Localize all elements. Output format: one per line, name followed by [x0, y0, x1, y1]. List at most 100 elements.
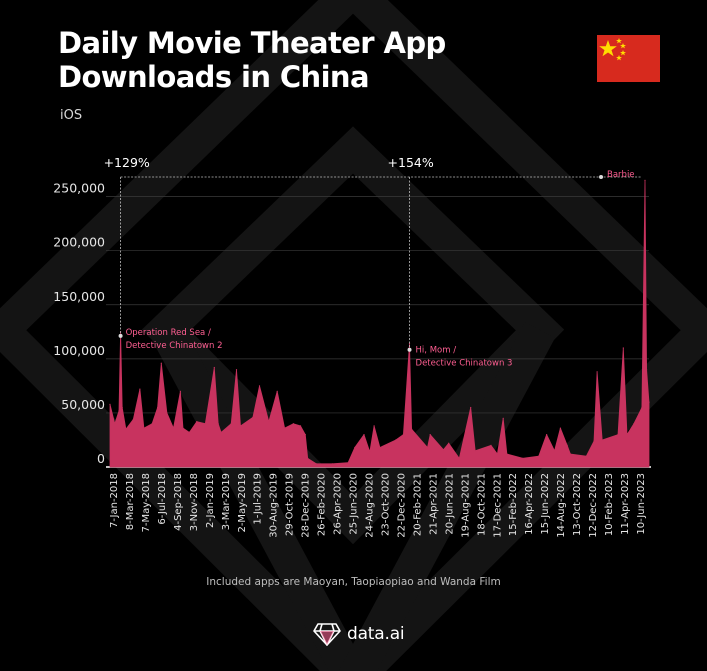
data-point [121, 406, 123, 409]
data-point [118, 410, 120, 412]
data-point [593, 440, 595, 442]
data-point [490, 444, 492, 446]
x-tick-label: 18-Oct-2021 [476, 473, 487, 536]
x-tick-label: 10-Jun-2023 [636, 473, 647, 535]
x-tick-label: 23-Oct-2020 [380, 473, 391, 536]
data-point [411, 428, 413, 430]
data-point [268, 421, 270, 423]
x-tick-label: 8-Mar-2018 [125, 473, 136, 530]
data-point [496, 453, 498, 455]
data-point [442, 449, 444, 451]
x-tick-label: 7-Jan-2018 [109, 473, 120, 528]
annotation-marker [118, 333, 123, 338]
chart-title-line-1: Daily Movie Theater App [58, 26, 446, 60]
x-tick-label: 7-May-2018 [141, 473, 152, 533]
data-point [546, 434, 548, 436]
data-point [641, 406, 643, 409]
x-tick-label: 20-Feb-2021 [412, 473, 423, 536]
data-point [474, 450, 476, 452]
data-point [601, 439, 603, 441]
y-tick-label: 50,000 [61, 397, 105, 412]
data-point [304, 434, 306, 436]
x-tick-label: 29-Oct-2019 [285, 473, 296, 536]
data-point [252, 416, 254, 418]
x-tick-label: 16-Apr-2022 [524, 473, 535, 535]
x-tick-label: 4-Sep-2018 [173, 473, 184, 531]
data-point [217, 423, 219, 425]
data-point [196, 421, 198, 423]
x-tick-label: 24-Aug-2020 [365, 473, 376, 538]
data-point [284, 427, 286, 429]
chart-title: Daily Movie Theater App Downloads in Chi… [58, 26, 538, 94]
data-point [458, 457, 460, 459]
data-point [220, 431, 222, 433]
data-point [235, 369, 238, 371]
data-point [125, 428, 127, 430]
data-point [644, 179, 646, 181]
percent-change-label: +129% [104, 155, 150, 170]
x-tick-label: 1-Jul-2019 [253, 473, 264, 525]
data-point [522, 457, 524, 459]
data-point [617, 434, 619, 436]
x-tick-label: 2-May-2019 [237, 473, 248, 533]
x-tick-label: 6-Jul-2018 [157, 473, 168, 525]
x-tick-label: 26-Feb-2020 [317, 473, 328, 536]
x-tick-label: 17-Dec-2021 [492, 473, 503, 538]
annotations: Operation Red Sea / Detective Chinatown 2… [104, 155, 642, 369]
x-tick-label: 10-Feb-2023 [604, 473, 615, 536]
data-point [470, 406, 472, 409]
data-point [299, 425, 302, 427]
y-tick-label: 0 [97, 451, 105, 466]
annotation-label: Barbie [607, 170, 635, 180]
brand-logo: data.ai [313, 620, 405, 648]
china-flag-icon [597, 35, 660, 82]
data-point [379, 446, 381, 449]
data-point [395, 439, 397, 441]
data-point [109, 403, 111, 405]
y-axis-tick-labels: 0 50,000 100,000 150,000 200,000 250,000 [53, 181, 105, 466]
series-area-path [109, 180, 650, 468]
data-point [204, 423, 206, 425]
data-point [182, 427, 184, 429]
x-tick-label: 22-Dec-2020 [396, 473, 407, 538]
x-tick-label: 2-Jan-2019 [205, 473, 216, 528]
annotation-label: Detective Chinatown 2 [126, 341, 223, 351]
data-point [646, 369, 648, 371]
data-point [132, 418, 134, 420]
brand-name: data.ai [347, 624, 405, 644]
y-tick-label: 200,000 [53, 235, 105, 250]
data-point [239, 425, 242, 427]
x-tick-label: 20-Jun-2021 [444, 473, 455, 535]
x-axis-tick-labels: 7-Jan-2018 8-Mar-2018 7-May-2018 6-Jul-2018… [109, 473, 647, 538]
data-point [331, 463, 333, 465]
x-tick-label: 14-Aug-2022 [556, 473, 567, 538]
chart-title-line-2: Downloads in China [58, 60, 370, 94]
x-tick-label: 30-Aug-2019 [269, 473, 280, 538]
data-point [553, 450, 556, 452]
data-point [143, 427, 145, 429]
annotation-marker [407, 347, 412, 352]
data-point [347, 462, 349, 464]
x-tick-label: 13-Oct-2022 [572, 473, 583, 536]
platform-label: iOS [60, 108, 83, 123]
data-point [426, 446, 429, 449]
x-tick-label: 28-Dec-2019 [301, 473, 312, 538]
x-tick-label: 26-Apr-2020 [333, 473, 344, 535]
data-point [369, 451, 371, 453]
x-tick-label: 15-Jun-2022 [540, 473, 551, 535]
data-point [114, 423, 116, 425]
data-point [151, 423, 153, 425]
data-point [569, 453, 572, 455]
x-tick-label: 15-Feb-2022 [508, 473, 519, 536]
data-point [373, 425, 375, 427]
data-point [179, 390, 181, 392]
data-point [502, 417, 504, 419]
annotation-marker [599, 175, 604, 179]
x-tick-label: 3-Mar-2019 [221, 473, 232, 530]
data-point [538, 455, 540, 457]
data-point [160, 362, 162, 364]
data-point [276, 390, 278, 392]
data-point [622, 347, 624, 349]
